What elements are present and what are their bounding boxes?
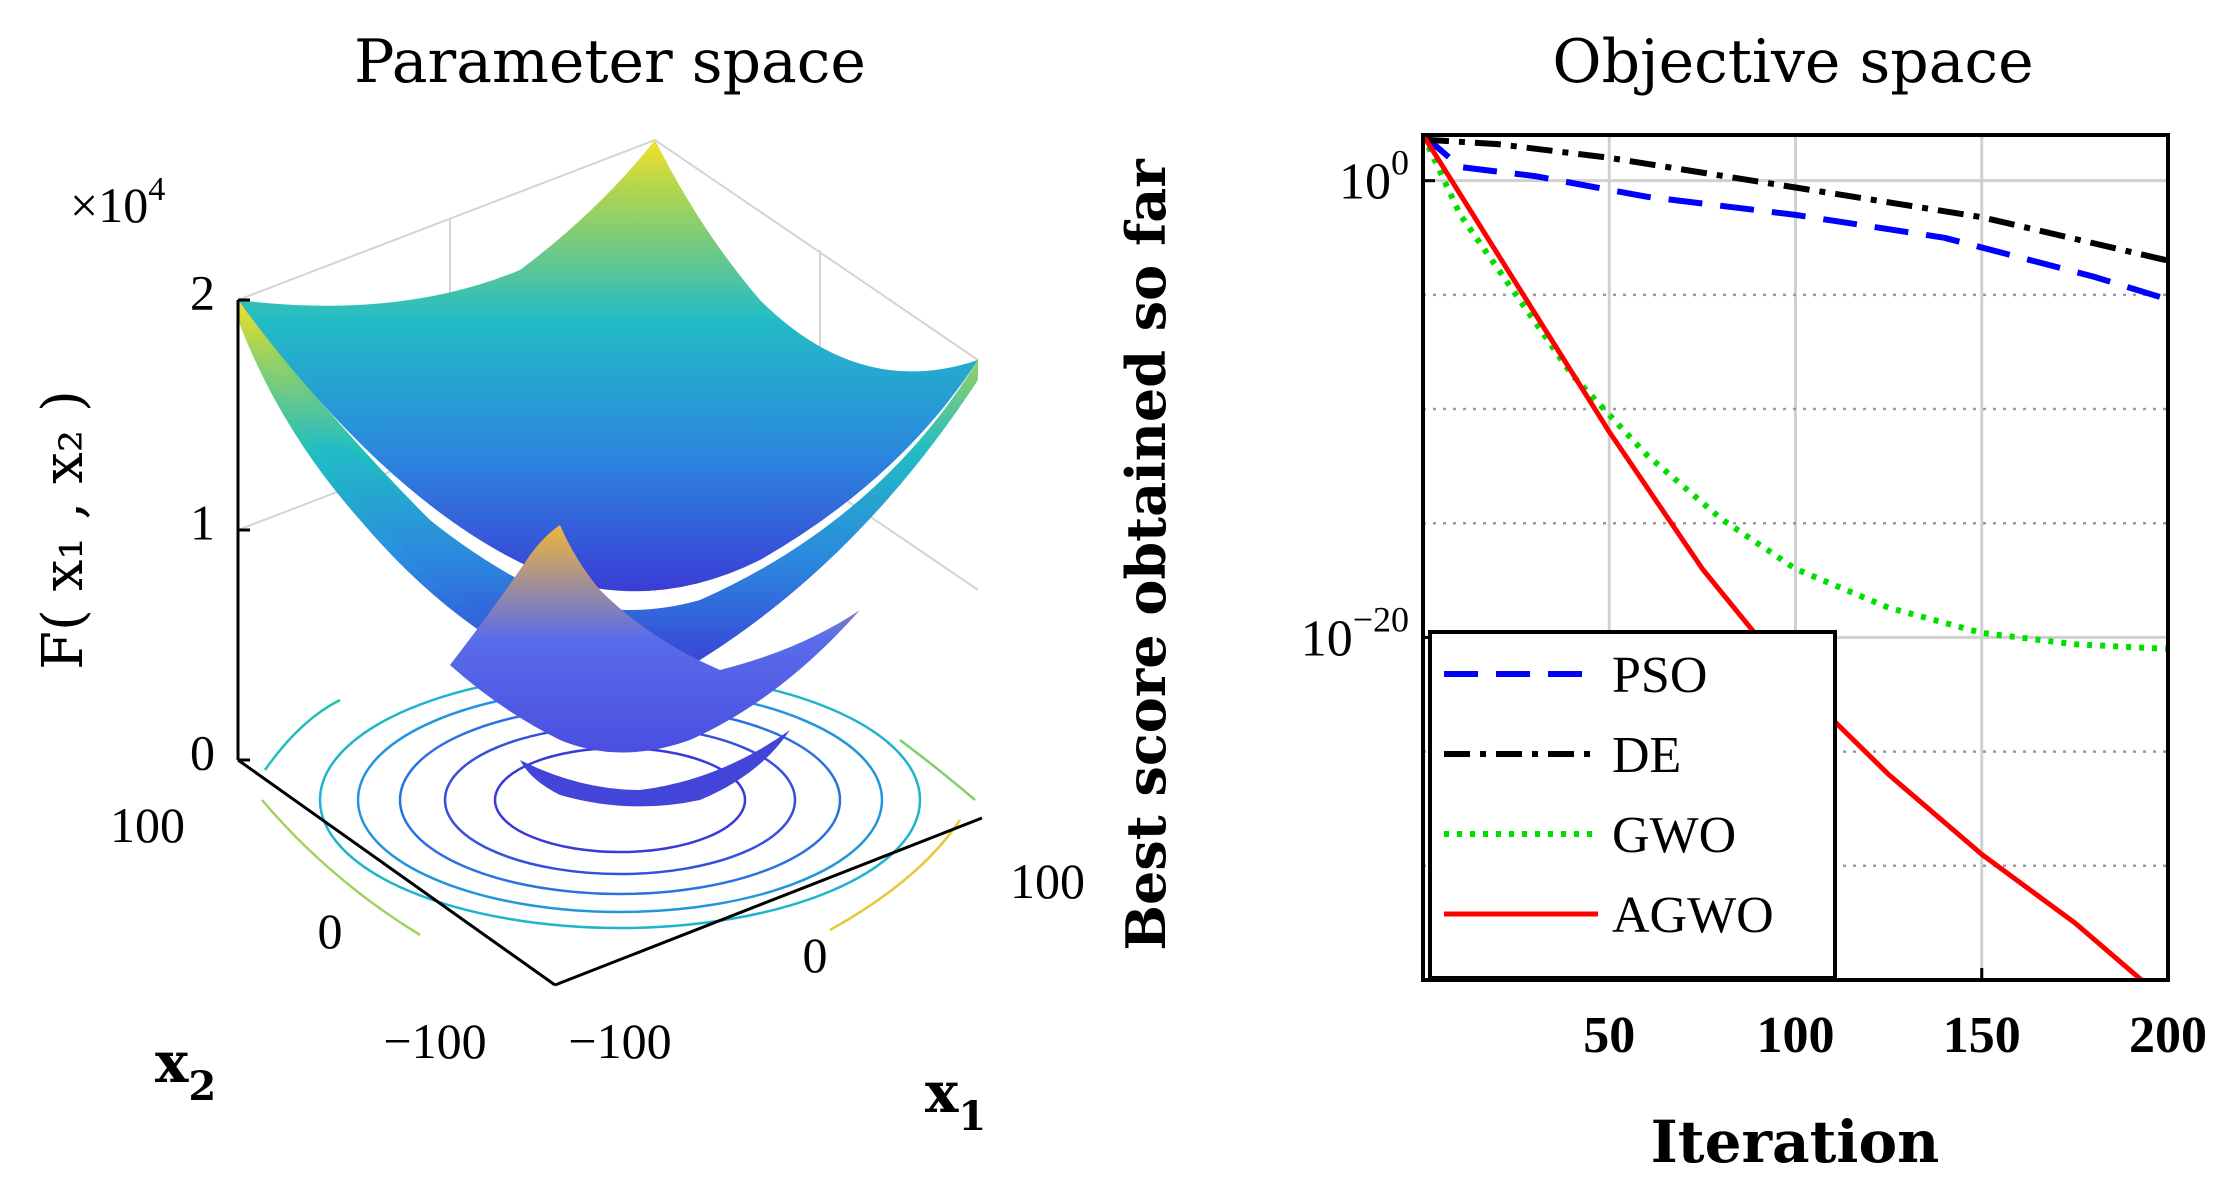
x-tick-label: 50 [1583,1007,1635,1064]
legend-label-pso: PSO [1612,647,1707,704]
z-axis-label: F( x₁ , x₂ ) [31,390,96,670]
z-tick-1: 1 [190,494,215,550]
legend-label-gwo: GWO [1612,807,1736,864]
x1-tick-neg100: −100 [568,1013,671,1069]
ticks: 50 100 150 200 100 10−20 [1301,143,2207,1064]
x-tick-label: 100 [1757,1007,1835,1064]
floor-contours [261,670,976,937]
surface-mesh [238,140,978,807]
surface-axes [236,298,983,987]
x2-tick-100: 100 [110,797,185,853]
series-line-gwo [1423,135,2168,652]
x-axis-label: Iteration [1651,1108,1940,1176]
x1-axis-label: x1 [925,1060,986,1140]
x1-tick-0: 0 [803,927,828,983]
left-title: Parameter space [354,27,866,97]
z-tick-2: 2 [190,264,215,320]
legend: PSO DE GWO AGWO [1428,630,1837,980]
surface-plot: Parameter space [31,27,1085,1140]
x-tick-label: 200 [2129,1007,2207,1064]
convergence-chart: Objective space Best score obtained so f… [1114,27,2207,1176]
series-line-pso [1423,135,2168,303]
series-line-de [1423,136,2168,264]
legend-label-agwo: AGWO [1612,887,1774,944]
x2-tick-neg100: −100 [383,1013,486,1069]
x2-tick-0: 0 [318,903,343,959]
right-title: Objective space [1552,27,2033,97]
x-tick-label: 150 [1943,1007,2021,1064]
legend-box [1428,630,1837,980]
y-tick-label: 100 [1339,143,1409,211]
x1-tick-100: 100 [1010,853,1085,909]
y-axis-label: Best score obtained so far [1114,159,1178,951]
z-tick-0: 0 [190,724,215,780]
x2-axis-label: x2 [155,1030,216,1110]
y-tick-label: 10−20 [1301,599,1409,667]
z-scale-factor: ×104 [70,171,165,233]
legend-label-de: DE [1612,727,1681,784]
